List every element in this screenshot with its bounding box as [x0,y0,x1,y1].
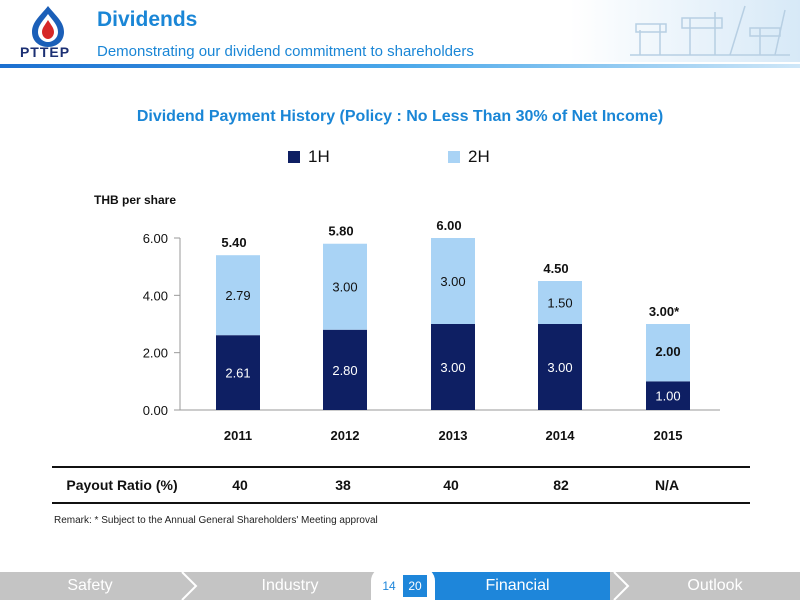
offshore-platform-graphic [570,0,800,62]
page-subtitle: Demonstrating our dividend commitment to… [97,43,474,60]
total-label-2014: 4.50 [543,261,568,276]
bar-2h-2011 [216,255,260,336]
bars: 2.61 2.79 5.40 2011 2.80 3.00 5.80 2012 3.00 3.00… [216,218,690,443]
header-divider [0,64,800,68]
x-tick-label-2011: 2011 [224,428,252,443]
bar-2h-2015 [646,324,690,382]
data-label-1h-2012: 2.80 [332,363,357,378]
total-label-2011: 5.40 [221,235,246,250]
payout-ratio-2015: N/A [654,477,680,493]
nav-tab-outlook[interactable]: Outlook [687,577,743,594]
payout-ratio-2012: 38 [335,477,351,493]
total-label-2013: 6.00 [436,218,461,233]
payout-ratio-2013: 40 [443,477,459,493]
nav-tab-industry[interactable]: Industry [261,577,319,594]
x-tick-label-2014: 2014 [546,428,576,443]
legend-label-2h: 2H [468,147,490,166]
logo-text: PTTEP [19,44,71,60]
data-label-2h-2012: 3.00 [332,280,357,295]
legend-swatch-1h [288,151,300,163]
payout-ratio-table: Payout Ratio (%) 40 38 40 82 N/A [52,466,750,504]
header: PTTEP Dividends Demonstrating our divide… [0,0,800,72]
total-label-2015: 3.00* [649,304,680,319]
bar-1h-2013 [431,324,475,410]
data-label-1h-2014: 3.00 [547,360,572,375]
x-tick-label-2013: 2013 [439,428,468,443]
chart-title: Dividend Payment History (Policy : No Le… [136,108,664,125]
total-label-2012: 5.80 [328,224,353,239]
page-indicator: 14 20 [371,567,435,600]
bar-2h-2013 [431,238,475,324]
legend-swatch-2h [448,151,460,163]
payout-ratio-2014: 82 [553,477,569,493]
current-page[interactable]: 14 [377,575,401,597]
y-tick-label: 0.00 [143,403,168,418]
remark-note: Remark: * Subject to the Annual General … [54,515,378,526]
data-label-1h-2013: 3.00 [440,360,465,375]
data-label-1h-2015: 1.00 [655,389,680,404]
dividend-bar-chart: THB per share 0.00 2.00 4.00 6.00 2.61 2.79 5… [94,193,720,443]
y-tick-label: 6.00 [143,231,168,246]
data-label-2h-2014: 1.50 [547,296,572,311]
nav-tab-safety[interactable]: Safety [67,577,113,594]
data-label-2h-2011: 2.79 [225,288,250,303]
y-tick-label: 2.00 [143,346,168,361]
payout-ratio-2011: 40 [232,477,248,493]
bar-1h-2011 [216,335,260,410]
bar-1h-2014 [538,324,582,410]
x-tick-label-2012: 2012 [331,428,360,443]
data-label-2h-2013: 3.00 [440,274,465,289]
y-tick-label: 4.00 [143,288,168,303]
bar-1h-2012 [323,329,367,410]
x-tick-label-2015: 2015 [654,428,683,443]
page-title: Dividends [97,8,198,31]
payout-ratio-label: Payout Ratio (%) [66,477,178,493]
bar-2h-2014 [538,281,582,324]
bar-1h-2015 [646,381,690,410]
legend-label-1h: 1H [308,147,330,166]
pttep-logo [32,6,64,47]
chevron-right-icon [181,572,198,600]
chevron-right-icon [613,572,630,600]
nav-tab-financial[interactable]: Financial [425,572,610,600]
legend: 1H 2H [0,147,800,171]
y-axis: 0.00 2.00 4.00 6.00 [143,231,181,418]
legend-item-1h: 1H [288,147,330,167]
legend-item-2h: 2H [448,147,490,167]
bar-2h-2012 [323,243,367,330]
data-label-1h-2011: 2.61 [225,366,250,381]
data-label-2h-2015: 2.00 [655,344,680,359]
y-axis-label: THB per share [94,193,176,207]
total-pages[interactable]: 20 [403,575,427,597]
